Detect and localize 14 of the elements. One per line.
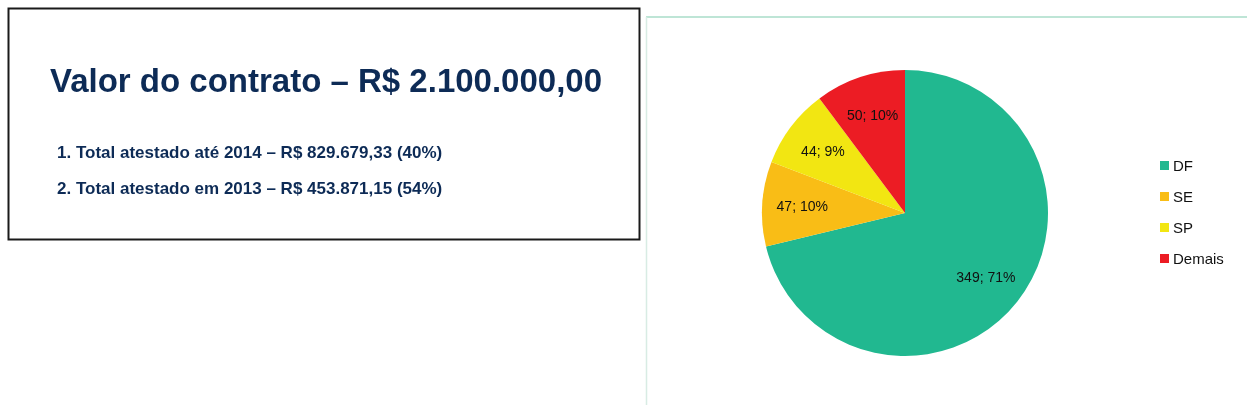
text: 2. Total atestado em 2013 – R$ 453.871,15 (54%) — [57, 179, 443, 198]
legend-label: SE — [1173, 188, 1194, 206]
legend-label: Demais — [1173, 250, 1224, 268]
data-label: 47; 10% — [776, 198, 828, 215]
data-label: 349; 71% — [956, 268, 1016, 285]
pie-slice — [771, 98, 905, 213]
legend-label: SP — [1173, 219, 1194, 237]
pie-slice — [766, 70, 1048, 356]
text: Valor do contrato – R$ 2.100.000,00 — [49, 62, 603, 99]
legend-label: DF — [1173, 157, 1193, 175]
data-label: 44; 9% — [801, 142, 845, 159]
pie-slice — [762, 161, 905, 247]
data-label: 50; 10% — [846, 107, 899, 124]
text: 1. Total atestado até 2014 – R$ 829.679,33 (40%) — [57, 143, 443, 162]
